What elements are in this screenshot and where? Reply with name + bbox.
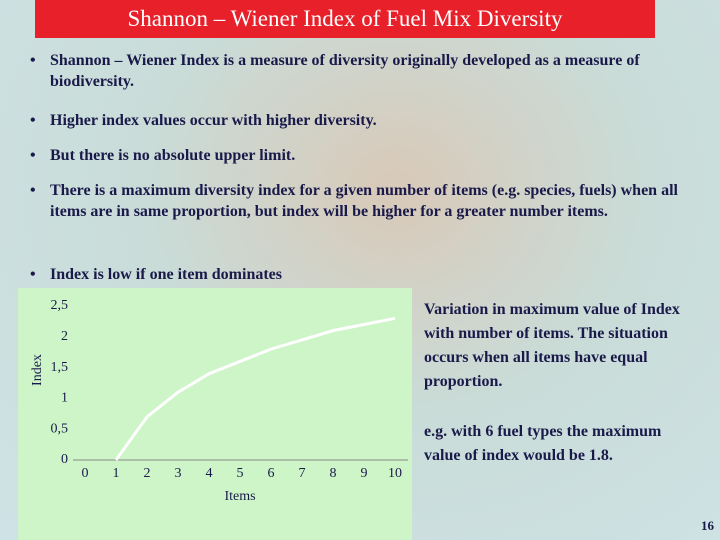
bullet-text: Higher index values occur with higher di… (50, 112, 377, 129)
x-tick-label: 7 (299, 466, 306, 481)
y-tick-label: 1 (61, 391, 68, 406)
y-tick-label: 0 (61, 452, 68, 467)
bullet: • Index is low if one item dominates (30, 264, 700, 285)
note: Variation in maximum value of Index with… (424, 301, 680, 390)
bullet: • There is a maximum diversity index for … (30, 180, 700, 222)
x-tick-label: 0 (82, 466, 89, 481)
y-tick-label: 0,5 (51, 421, 69, 436)
x-tick-label: 1 (113, 466, 120, 481)
bullet: • But there is no absolute upper limit. (30, 145, 700, 166)
data-line (114, 316, 396, 461)
bullet-text: There is a maximum diversity index for a… (50, 182, 678, 220)
x-tick-label: 2 (144, 466, 151, 481)
bullet: • Shannon – Wiener Index is a measure of … (30, 50, 700, 92)
x-tick-label: 3 (175, 466, 182, 481)
bullet-text: Index is low if one item dominates (50, 266, 282, 283)
slide-title: Shannon – Wiener Index of Fuel Mix Diver… (35, 0, 655, 38)
y-axis-label: Index (30, 354, 45, 386)
y-tick-label: 2 (61, 329, 68, 344)
x-tick-label: 10 (388, 466, 402, 481)
y-tick-label: 1,5 (51, 360, 69, 375)
x-tick-label: 6 (268, 466, 275, 481)
chart: Index Items 0 0,5 1 1,5 2 2,5 0 1 2 3 4 5 6 7 8 9 10 (18, 288, 412, 540)
y-tick-label: 2,5 (51, 298, 69, 313)
note: e.g. with 6 fuel types the maximum value… (424, 423, 662, 464)
page-number: 16 (701, 518, 714, 533)
x-axis-label: Items (224, 489, 255, 504)
x-tick-label: 9 (361, 466, 368, 481)
x-tick-label: 4 (206, 466, 213, 481)
x-tick-label: 8 (330, 466, 337, 481)
bullet: • Higher index values occur with higher d… (30, 110, 700, 131)
bullet-text: But there is no absolute upper limit. (50, 147, 296, 164)
bullet-text: Shannon – Wiener Index is a measure of d… (50, 52, 640, 90)
x-tick-label: 5 (237, 466, 244, 481)
